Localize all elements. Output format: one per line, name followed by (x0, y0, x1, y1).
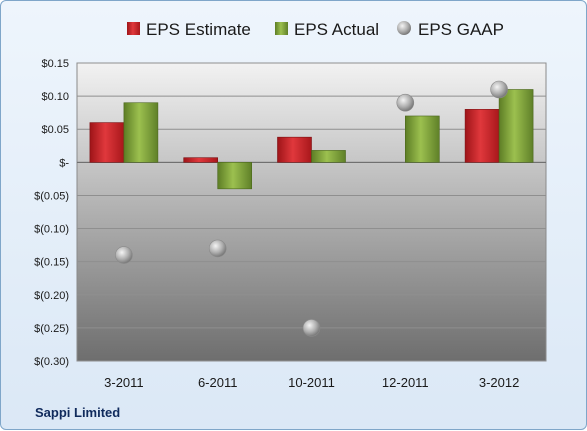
marker-eps-gaap (208, 239, 227, 258)
y-axis-ticks: $0.15 $0.10 $0.05 $- $(0.05) $(0.10) $(0.15) $(… (34, 58, 69, 368)
x-tick-label: 6-2011 (198, 375, 238, 390)
bar-eps-actual (498, 89, 534, 163)
y-tick-label: $(0.30) (34, 356, 69, 368)
y-tick-label: $0.15 (41, 58, 69, 70)
x-tick-label: 10-2011 (288, 375, 335, 390)
bar-eps-estimate (464, 109, 500, 163)
legend-actual-swatch (275, 22, 288, 35)
y-tick-label: $(0.10) (34, 224, 69, 236)
marker-eps-gaap (115, 246, 133, 264)
bar-eps-estimate (183, 157, 218, 163)
y-tick-label: $(0.20) (34, 290, 69, 302)
x-tick-label: 3-2011 (104, 375, 144, 390)
company-name: Sappi Limited (35, 405, 120, 420)
y-tick-label: $0.05 (41, 124, 69, 136)
bar-eps-estimate (277, 136, 312, 163)
x-tick-label: 3-2012 (479, 375, 519, 390)
x-tick-label: 12-2011 (382, 375, 429, 390)
marker-eps-gaap (302, 319, 321, 337)
bar-eps-actual (311, 150, 346, 163)
legend-actual-label: EPS Actual (294, 20, 379, 39)
legend-estimate-swatch (127, 22, 140, 35)
legend: EPS Estimate EPS Actual EPS GAAP (127, 20, 504, 39)
gaap-markers (115, 80, 508, 337)
x-axis-ticks: 3-2011 6-2011 10-2011 12-2011 3-2012 (104, 375, 519, 390)
y-tick-label: $0.10 (41, 91, 69, 103)
y-tick-label: $(0.15) (34, 257, 69, 269)
marker-eps-gaap (396, 93, 415, 112)
legend-gaap-label: EPS GAAP (418, 20, 504, 39)
bars (89, 89, 534, 190)
bar-eps-actual (217, 162, 252, 190)
bar-eps-actual (404, 115, 440, 163)
legend-gaap-marker (397, 21, 411, 35)
legend-estimate-label: EPS Estimate (146, 20, 251, 39)
marker-eps-gaap (490, 80, 508, 99)
y-tick-label: $(0.05) (34, 190, 69, 202)
bar-eps-estimate (89, 122, 125, 163)
bar-eps-actual (123, 102, 159, 163)
y-tick-label: $- (59, 157, 69, 169)
y-tick-label: $(0.25) (34, 323, 69, 335)
